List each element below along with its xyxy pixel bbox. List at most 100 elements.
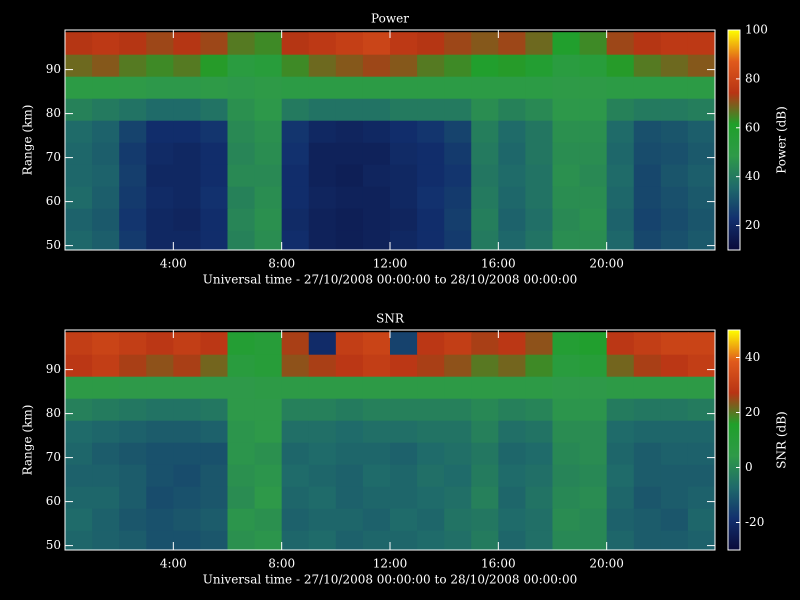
heat-cell — [660, 398, 689, 421]
y-tick-label: 50 — [46, 238, 61, 252]
heat-cell — [390, 142, 418, 165]
heat-cell — [498, 442, 526, 465]
heat-cell — [606, 32, 635, 55]
heat-cell — [119, 332, 147, 355]
heat-cell — [281, 354, 310, 377]
heat-cell — [633, 186, 662, 209]
heat-cell — [119, 420, 147, 443]
heat-cell — [471, 332, 499, 355]
heat-cell — [92, 120, 120, 143]
heat-cell — [687, 76, 715, 99]
heat-cell — [390, 442, 418, 465]
heat-cell — [552, 420, 581, 443]
heat-cell — [552, 120, 581, 143]
cells — [65, 332, 715, 550]
heat-cell — [417, 230, 445, 250]
heat-cell — [606, 398, 635, 421]
heat-cell — [687, 120, 715, 143]
heat-cell — [417, 354, 445, 377]
heat-cell — [362, 486, 391, 509]
heat-cell — [119, 442, 147, 465]
heat-cell — [444, 164, 472, 187]
heat-cell — [227, 332, 256, 355]
heat-cell — [362, 442, 391, 465]
heat-cell — [471, 32, 499, 55]
heat-cell — [552, 486, 581, 509]
heat-cell — [471, 98, 499, 121]
heat-cell — [471, 120, 499, 143]
heat-cell — [65, 376, 93, 399]
heat-cell — [444, 508, 472, 531]
heat-cell — [92, 530, 120, 550]
heat-cell — [65, 398, 93, 421]
heat-cell — [200, 508, 228, 531]
heat-cell — [633, 76, 662, 99]
heat-cell — [606, 54, 635, 77]
heat-cell — [254, 208, 283, 231]
heat-cell — [390, 230, 418, 250]
y-tick-label: 60 — [46, 194, 61, 208]
heat-cell — [200, 120, 228, 143]
heat-cell — [579, 120, 608, 143]
heat-cell — [65, 208, 93, 231]
heat-cell — [525, 376, 553, 399]
heat-cell — [633, 32, 662, 55]
heat-cell — [119, 54, 147, 77]
heat-cell — [173, 142, 201, 165]
heat-cell — [552, 54, 581, 77]
heat-cell — [227, 420, 256, 443]
heat-cell — [227, 508, 256, 531]
heat-cell — [444, 442, 472, 465]
heat-cell — [471, 530, 499, 550]
heat-cell — [687, 54, 715, 77]
heat-cell — [119, 120, 147, 143]
heat-cell — [390, 486, 418, 509]
heat-cell — [227, 464, 256, 487]
heat-cell — [335, 376, 364, 399]
heat-cell — [335, 208, 364, 231]
heat-cell — [281, 164, 310, 187]
heat-cell — [254, 230, 283, 250]
heat-cell — [579, 142, 608, 165]
heat-cell — [65, 508, 93, 531]
heat-cell — [254, 186, 283, 209]
heat-cell — [146, 486, 174, 509]
heat-cell — [687, 208, 715, 231]
heat-cell — [687, 186, 715, 209]
heat-cell — [444, 420, 472, 443]
heat-cell — [687, 442, 715, 465]
heat-cell — [660, 54, 689, 77]
colorbar — [727, 329, 741, 551]
heat-cell — [687, 376, 715, 399]
heat-cell — [200, 332, 228, 355]
heat-cell — [362, 54, 391, 77]
colorbar — [727, 29, 741, 251]
heat-cell — [471, 486, 499, 509]
heat-cell — [552, 164, 581, 187]
heat-cell — [200, 486, 228, 509]
colorbar-tick-label: 20 — [745, 405, 760, 419]
heat-cell — [390, 376, 418, 399]
x-tick-label: 16:00 — [481, 557, 516, 571]
heat-cell — [660, 442, 689, 465]
heat-cell — [471, 398, 499, 421]
heat-cell — [579, 32, 608, 55]
heat-cell — [606, 164, 635, 187]
heat-cell — [606, 442, 635, 465]
heat-cell — [444, 76, 472, 99]
heat-cell — [498, 164, 526, 187]
y-axis-label: Range (km) — [21, 105, 35, 176]
heat-cell — [498, 486, 526, 509]
heat-cell — [281, 186, 310, 209]
heat-cell — [308, 54, 337, 77]
heat-cell — [119, 486, 147, 509]
heat-cell — [281, 32, 310, 55]
heat-cell — [200, 530, 228, 550]
y-tick-label: 60 — [46, 494, 61, 508]
heat-cell — [146, 98, 174, 121]
colorbar-tick-label: 40 — [745, 350, 760, 364]
heat-cell — [254, 442, 283, 465]
heat-cell — [308, 354, 337, 377]
heat-cell — [200, 32, 228, 55]
